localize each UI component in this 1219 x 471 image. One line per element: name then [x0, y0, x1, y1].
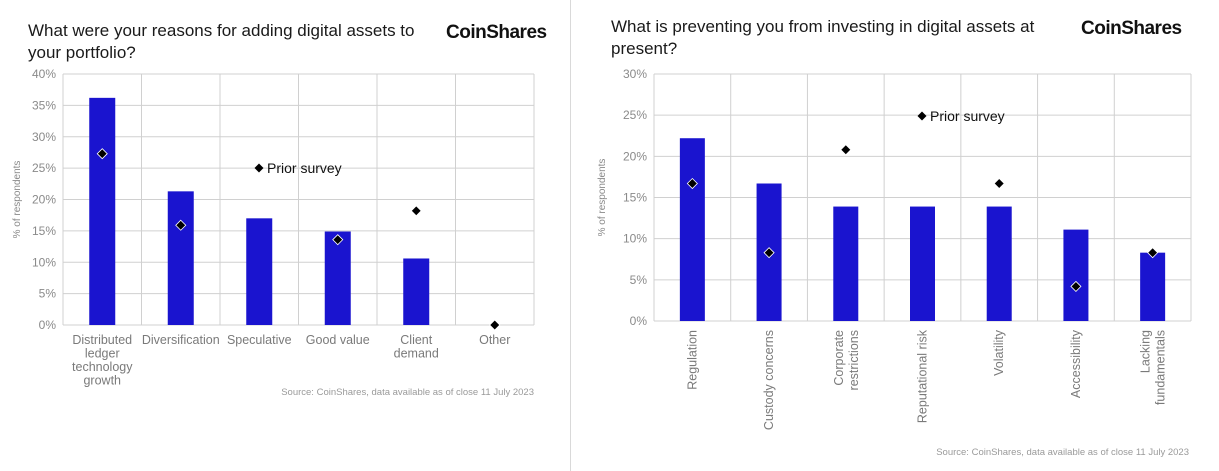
left-prior-survey-marker: [96, 148, 108, 160]
right-prior-survey-marker: [1070, 280, 1082, 292]
right-category-label-line: fundamentals: [1154, 330, 1168, 405]
left-source-note: Source: CoinShares, data available as of…: [281, 387, 534, 398]
left-category-label: Client: [400, 333, 432, 347]
left-category-label: technology: [72, 360, 133, 374]
left-category-label: Diversification: [142, 333, 220, 347]
right-category-label: Volatility: [992, 329, 1006, 376]
right-category-label: Lackingfundamentals: [1139, 330, 1168, 405]
right-y-tick-label: 25%: [623, 108, 647, 122]
left-category-label: Good value: [306, 333, 370, 347]
right-prior-survey-marker: [840, 144, 852, 156]
left-prior-survey-marker: [410, 205, 422, 217]
left-prior-survey-marker: [489, 319, 501, 331]
left-prior-survey-marker: [332, 234, 344, 246]
right-bar: [986, 206, 1012, 321]
right-y-tick-label: 0%: [630, 314, 648, 328]
left-bar: [246, 218, 273, 325]
right-category-label-line: Reputational risk: [916, 329, 930, 423]
left-y-axis-label: % of respondents: [12, 161, 23, 239]
right-prior-survey-marker: [686, 177, 698, 190]
right-prior-survey-marker: [993, 177, 1005, 190]
left-y-tick-label: 15%: [32, 224, 56, 238]
right-category-label-line: Accessibility: [1069, 329, 1083, 398]
left-y-tick-label: 5%: [39, 287, 57, 301]
left-category-label: Speculative: [227, 333, 292, 347]
right-y-tick-label: 15%: [623, 191, 647, 205]
left-y-tick-label: 35%: [32, 98, 56, 112]
right-bar: [833, 206, 859, 321]
left-legend-marker: [254, 163, 264, 173]
left-bar: [403, 258, 430, 325]
right-chart-panel: What is preventing you from investing in…: [571, 0, 1219, 471]
right-category-label: Custody concerns: [762, 330, 776, 430]
right-coinshares-logo: CoinShares: [1081, 18, 1182, 39]
right-legend-label: Prior survey: [930, 108, 1005, 124]
left-y-tick-label: 10%: [32, 255, 56, 269]
left-y-tick-label: 20%: [32, 193, 56, 207]
left-category-label: demand: [394, 347, 439, 361]
left-bar: [167, 191, 194, 325]
left-category-label: Other: [479, 333, 510, 347]
right-bar: [910, 206, 935, 321]
left-y-tick-label: 0%: [39, 318, 57, 332]
right-chart-svg: 0% 5% 10% 15% 20% 25% 30% % of respondents Regul…: [597, 67, 1192, 430]
left-y-tick-label: 25%: [32, 161, 56, 175]
left-category-label: Distributed: [72, 333, 132, 347]
left-y-tick-label: 30%: [32, 130, 56, 144]
left-coinshares-logo: CoinShares: [446, 22, 547, 43]
right-bar: [679, 138, 705, 321]
right-bar: [1063, 229, 1089, 321]
left-prior-survey-marker: [175, 219, 187, 231]
right-prior-survey-marker: [763, 247, 775, 259]
left-legend-label: Prior survey: [267, 160, 342, 176]
right-category-label-line: Lacking: [1139, 330, 1153, 373]
right-category-label-line: Volatility: [992, 329, 1006, 376]
right-category-label: Corporaterestrictions: [832, 330, 861, 390]
left-bar: [89, 97, 116, 325]
right-category-label-line: Regulation: [685, 330, 699, 390]
left-category-label: growth: [83, 374, 121, 388]
right-source-note: Source: CoinShares, data available as of…: [936, 447, 1189, 458]
panel-divider: [570, 0, 571, 471]
right-category-label: Accessibility: [1069, 329, 1083, 398]
left-category-label: ledger: [85, 347, 120, 361]
right-chart-title: What is preventing you from investing in…: [611, 17, 1035, 58]
left-chart-panel: What were your reasons for adding digita…: [0, 0, 570, 471]
right-category-label: Reputational risk: [916, 329, 930, 423]
right-y-tick-label: 20%: [623, 149, 647, 163]
right-prior-survey-marker: [1147, 247, 1159, 259]
right-y-tick-label: 5%: [630, 273, 648, 287]
left-chart-title: What were your reasons for adding digita…: [28, 21, 415, 62]
right-bar: [1140, 252, 1166, 321]
right-category-label-line: Corporate: [832, 330, 846, 386]
right-category-label-line: restrictions: [847, 330, 861, 390]
right-y-tick-label: 30%: [623, 67, 647, 81]
right-y-tick-label: 10%: [623, 232, 647, 246]
right-category-label-line: Custody concerns: [762, 330, 776, 430]
left-bar: [324, 231, 351, 325]
right-y-axis-label: % of respondents: [597, 159, 608, 237]
right-legend-marker: [917, 111, 927, 121]
right-category-label: Regulation: [685, 330, 699, 390]
left-y-tick-label: 40%: [32, 67, 56, 81]
left-chart-svg: 0% 5% 10% 15% 20% 25% 30% 35% 40% % of respondent…: [12, 67, 535, 388]
